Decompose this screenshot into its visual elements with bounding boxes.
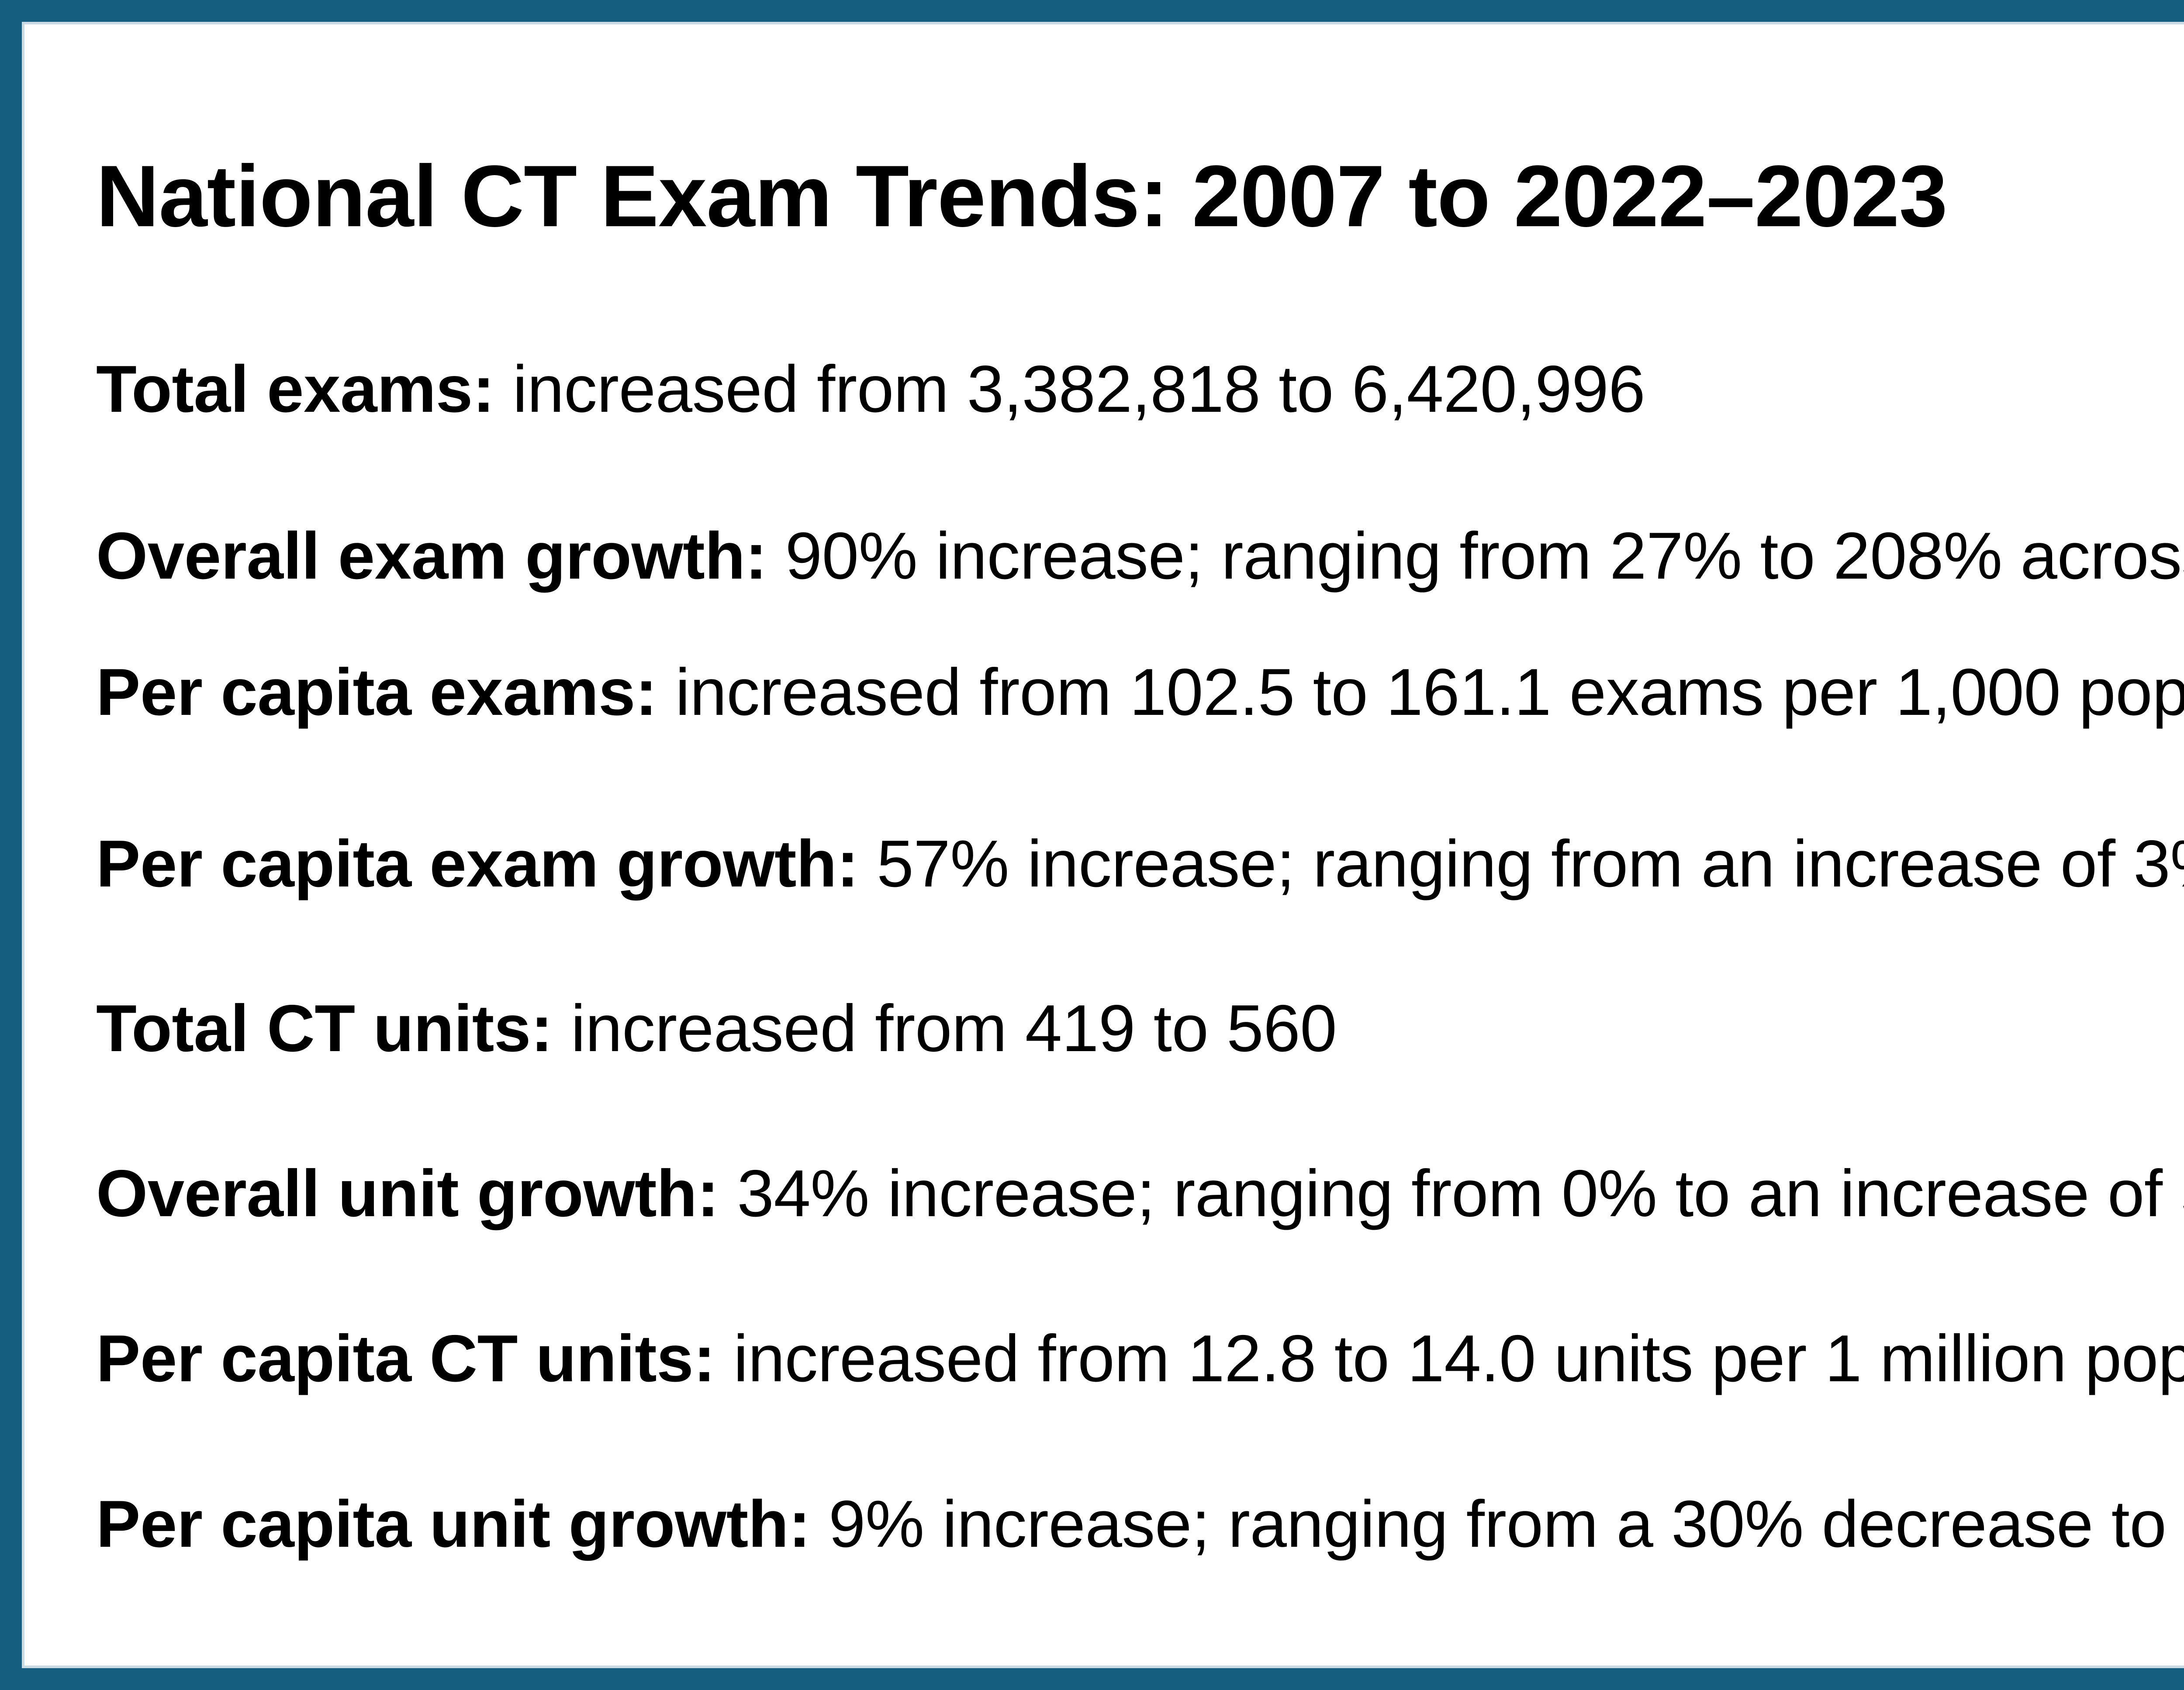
stat-overall-exam-growth: Overall exam growth: 90% increase; rangi… xyxy=(96,519,2184,593)
stat-per-capita-exams: Per capita exams: increased from 102.5 t… xyxy=(96,655,2184,729)
stat-total-ct-units: Total CT units: increased from 419 to 56… xyxy=(96,992,1337,1065)
stat-per-capita-unit-growth-label: Per capita unit growth: xyxy=(96,1487,811,1561)
stat-per-capita-exams-label: Per capita exams: xyxy=(96,655,657,729)
stat-per-capita-exam-growth-value: 57% increase; ranging from an increase o… xyxy=(877,827,2184,901)
stat-per-capita-unit-growth-value: 9% increase; ranging from a 30% decrease… xyxy=(828,1487,2184,1561)
stat-overall-exam-growth-value: 90% increase; ranging from 27% to 208% a… xyxy=(785,519,2184,593)
stat-total-ct-units-value: increased from 419 to 560 xyxy=(553,991,1337,1066)
stat-per-capita-unit-growth: Per capita unit growth: 9% increase; ran… xyxy=(96,1487,2184,1561)
stat-per-capita-exams-value: increased from 102.5 to 161.1 exams per … xyxy=(675,655,2184,729)
stat-overall-unit-growth: Overall unit growth: 34% increase; rangi… xyxy=(96,1157,2184,1230)
stat-overall-unit-growth-label: Overall unit growth: xyxy=(96,1156,719,1231)
stat-total-exams: Total exams: increased from 3,382,818 to… xyxy=(96,352,1645,426)
stat-overall-exam-growth-label: Overall exam growth: xyxy=(96,519,767,593)
page-title: National CT Exam Trends: 2007 to 2022–20… xyxy=(96,148,1948,245)
stat-overall-unit-growth-value: 34% increase; ranging from 0% to an incr… xyxy=(737,1156,2184,1231)
stat-per-capita-exam-growth-label: Per capita exam growth: xyxy=(96,827,859,901)
stat-total-ct-units-label: Total CT units: xyxy=(96,991,553,1066)
stat-total-exams-label: Total exams: xyxy=(96,352,494,426)
stat-per-capita-exam-growth: Per capita exam growth: 57% increase; ra… xyxy=(96,827,2184,901)
stat-total-exams-value: increased from 3,382,818 to 6,420,996 xyxy=(494,352,1645,426)
stat-per-capita-ct-units-label: Per capita CT units: xyxy=(96,1321,715,1396)
stat-per-capita-ct-units: Per capita CT units: increased from 12.8… xyxy=(96,1322,2184,1395)
stat-per-capita-ct-units-value: increased from 12.8 to 14.0 units per 1 … xyxy=(733,1321,2184,1396)
